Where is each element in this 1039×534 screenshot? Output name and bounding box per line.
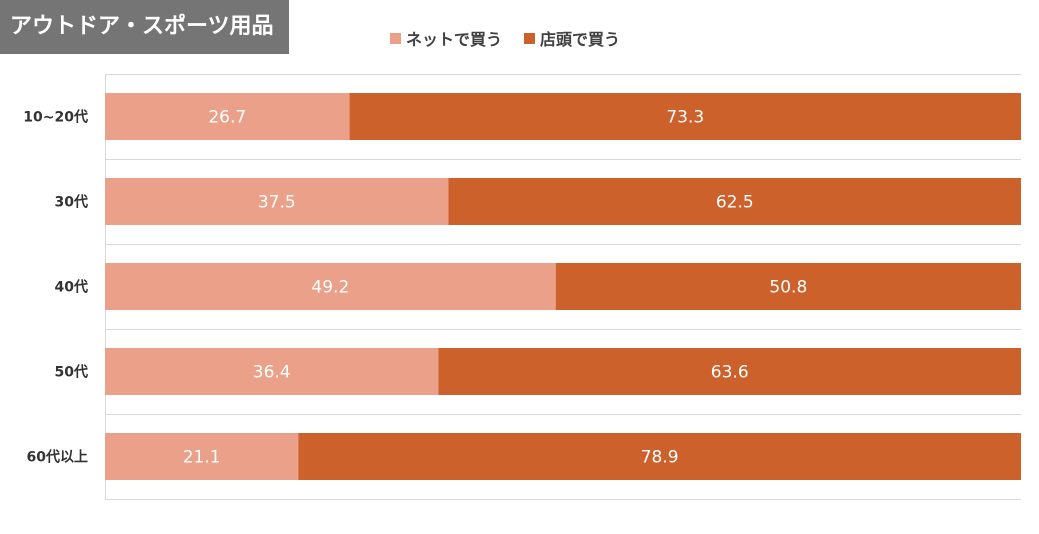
bar-segment-online bbox=[105, 178, 449, 225]
bar-segment-online bbox=[105, 348, 439, 395]
data-label: 49.2 bbox=[311, 278, 349, 298]
legend-label-store: 店頭で買う bbox=[540, 30, 621, 49]
bar-segment-store bbox=[349, 93, 1021, 140]
legend-label-online: ネットで買う bbox=[406, 30, 503, 49]
legend-swatch-online bbox=[390, 32, 401, 44]
data-label: 62.5 bbox=[716, 193, 754, 213]
bar-segment-store bbox=[438, 348, 1021, 395]
data-label: 63.6 bbox=[711, 363, 749, 383]
page-title: アウトドア・スポーツ用品 bbox=[0, 0, 289, 54]
data-label: 21.1 bbox=[183, 448, 221, 468]
legend-item-online: ネットで買う bbox=[390, 26, 502, 50]
bar-segment-store bbox=[298, 433, 1021, 480]
data-label: 50.8 bbox=[769, 278, 807, 298]
bar-segment-online bbox=[105, 433, 299, 480]
category-label: 10~20代 bbox=[23, 109, 88, 126]
bar-segment-online bbox=[105, 93, 350, 140]
bar-segment-store bbox=[448, 178, 1021, 225]
category-label: 60代以上 bbox=[27, 449, 88, 466]
legend-item-store: 店頭で買う bbox=[524, 26, 620, 50]
bar-segment-online bbox=[105, 263, 556, 310]
category-label: 50代 bbox=[55, 364, 88, 381]
legend: ネットで買う 店頭で買う bbox=[390, 26, 642, 50]
bar-segment-store bbox=[555, 263, 1021, 310]
legend-swatch-store bbox=[524, 32, 536, 44]
category-label: 40代 bbox=[55, 279, 88, 296]
data-label: 37.5 bbox=[258, 193, 296, 213]
data-label: 36.4 bbox=[253, 363, 291, 383]
data-label: 78.9 bbox=[641, 448, 679, 468]
category-label: 30代 bbox=[55, 194, 88, 211]
data-label: 73.3 bbox=[666, 108, 704, 128]
data-label: 26.7 bbox=[208, 108, 246, 128]
